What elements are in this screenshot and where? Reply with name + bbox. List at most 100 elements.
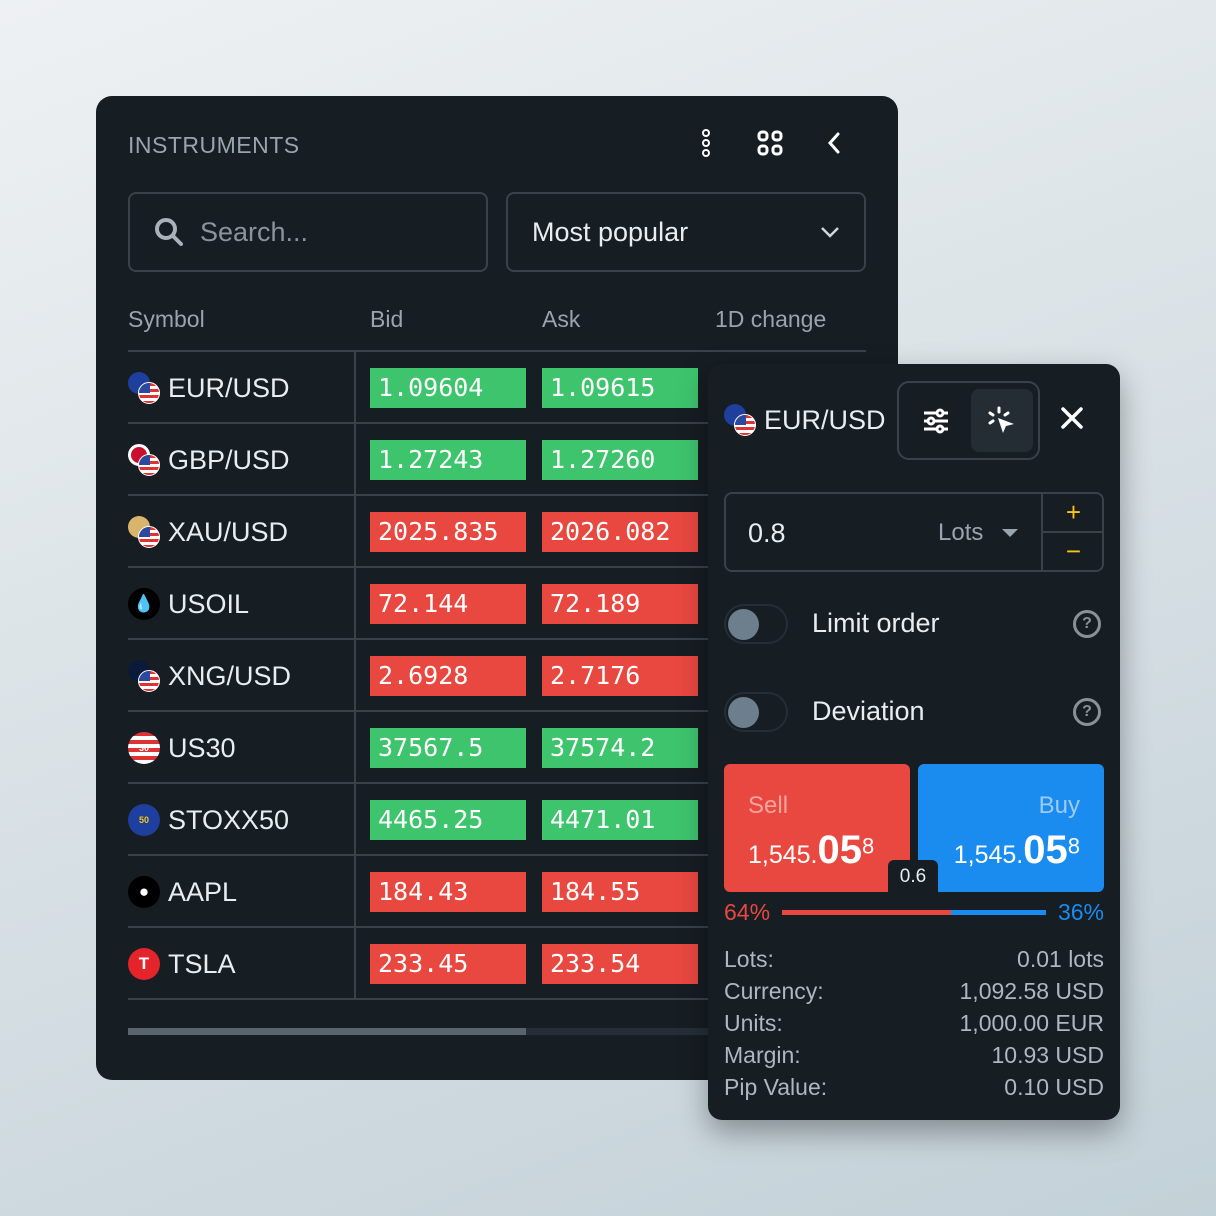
detail-value: 1,092.58 USD bbox=[959, 978, 1104, 1004]
column-header-1d-change[interactable]: 1D change bbox=[715, 306, 827, 332]
bid-price[interactable]: 1.09604 bbox=[370, 368, 526, 408]
instrument-flag-icon: 50 bbox=[128, 804, 160, 836]
unit-select[interactable]: Lots bbox=[938, 519, 984, 546]
horizontal-scrollbar-track[interactable] bbox=[526, 1028, 726, 1035]
instrument-row[interactable]: XNG/USD 2.6928 2.7176 bbox=[128, 640, 866, 712]
instrument-symbol: EUR/USD bbox=[168, 372, 290, 403]
deviation-label: Deviation bbox=[812, 696, 925, 726]
instrument-flag-icon bbox=[128, 660, 160, 692]
instrument-row[interactable]: 50 STOXX50 4465.25 4471.01 bbox=[128, 784, 866, 856]
sliders-icon bbox=[924, 408, 948, 433]
search-input[interactable]: Search... bbox=[128, 192, 488, 272]
spread-badge: 0.6 bbox=[888, 860, 938, 892]
sort-select[interactable]: Most popular bbox=[506, 192, 866, 272]
detail-row: Pip Value: 0.10 USD bbox=[724, 1074, 1104, 1101]
column-header-symbol[interactable]: Symbol bbox=[128, 306, 205, 332]
limit-order-help-icon[interactable]: ? bbox=[1073, 610, 1101, 638]
sentiment-bar bbox=[782, 910, 1046, 915]
deviation-help-icon[interactable]: ? bbox=[1073, 698, 1101, 726]
horizontal-scrollbar-thumb[interactable] bbox=[128, 1028, 526, 1035]
bid-price[interactable]: 184.43 bbox=[370, 872, 526, 912]
caret-down-icon bbox=[1002, 529, 1018, 537]
detail-label: Lots: bbox=[724, 946, 774, 972]
order-panel: EUR/USD 0.8 Lots + − Limit order ? Devia… bbox=[708, 364, 1120, 1120]
increment-button[interactable]: + bbox=[1065, 497, 1082, 527]
bid-price[interactable]: 233.45 bbox=[370, 944, 526, 984]
ask-price[interactable]: 2.7176 bbox=[542, 656, 698, 696]
ask-price[interactable]: 37574.2 bbox=[542, 728, 698, 768]
detail-value: 10.93 USD bbox=[991, 1042, 1104, 1068]
mode-segmented-control bbox=[897, 381, 1040, 460]
bid-price[interactable]: 72.144 bbox=[370, 584, 526, 624]
volume-value: 0.8 bbox=[748, 518, 786, 548]
buy-percentage: 36% bbox=[1057, 899, 1104, 925]
row-divider bbox=[128, 926, 866, 928]
row-divider bbox=[128, 782, 866, 784]
instrument-flag-icon: 30 bbox=[128, 732, 160, 764]
instrument-symbol: USOIL bbox=[168, 588, 250, 619]
sort-select-value: Most popular bbox=[532, 216, 689, 247]
one-click-trading-button[interactable] bbox=[971, 389, 1033, 452]
detail-row: Lots: 0.01 lots bbox=[724, 946, 1104, 973]
ask-price[interactable]: 233.54 bbox=[542, 944, 698, 984]
column-header-ask[interactable]: Ask bbox=[542, 306, 581, 332]
ask-price[interactable]: 2026.082 bbox=[542, 512, 698, 552]
row-divider bbox=[128, 638, 866, 640]
instrument-row[interactable]: 30 US30 37567.5 37574.2 bbox=[128, 712, 866, 784]
limit-order-label: Limit order bbox=[812, 608, 940, 638]
instrument-symbol: XNG/USD bbox=[168, 660, 292, 691]
settings-sliders-button[interactable] bbox=[905, 389, 967, 452]
detail-value: 0.01 lots bbox=[1017, 946, 1104, 972]
instrument-row[interactable]: ● AAPL 184.43 184.55 bbox=[128, 856, 866, 928]
bid-price[interactable]: 4465.25 bbox=[370, 800, 526, 840]
grid-icon[interactable] bbox=[756, 128, 784, 158]
row-divider bbox=[128, 422, 866, 424]
volume-input[interactable]: 0.8 Lots + − bbox=[724, 492, 1104, 572]
column-header-bid[interactable]: Bid bbox=[370, 306, 404, 332]
decrement-button[interactable]: − bbox=[1065, 536, 1082, 566]
detail-label: Currency: bbox=[724, 978, 824, 1004]
ask-price[interactable]: 1.27260 bbox=[542, 440, 698, 480]
bid-price[interactable]: 1.27243 bbox=[370, 440, 526, 480]
bid-price[interactable]: 2.6928 bbox=[370, 656, 526, 696]
instrument-row[interactable]: EUR/USD 1.09604 1.09615 bbox=[128, 352, 866, 424]
detail-row: Margin: 10.93 USD bbox=[724, 1042, 1104, 1069]
close-icon[interactable] bbox=[1060, 406, 1084, 435]
chevron-down-icon bbox=[821, 227, 839, 238]
buy-button[interactable]: Buy 1,545.058 bbox=[918, 764, 1104, 892]
column-divider bbox=[354, 352, 356, 1000]
limit-order-toggle[interactable] bbox=[724, 604, 788, 644]
row-divider bbox=[128, 998, 866, 1000]
chevron-left-icon[interactable] bbox=[820, 128, 848, 158]
bid-price[interactable]: 2025.835 bbox=[370, 512, 526, 552]
header-divider bbox=[128, 350, 866, 352]
row-divider bbox=[128, 494, 866, 496]
detail-value: 1,000.00 EUR bbox=[959, 1010, 1104, 1036]
click-cursor-icon bbox=[988, 406, 1014, 433]
instrument-row[interactable]: GBP/USD 1.27243 1.27260 bbox=[128, 424, 866, 496]
instrument-row[interactable]: 💧 USOIL 72.144 72.189 bbox=[128, 568, 866, 640]
ask-price[interactable]: 1.09615 bbox=[542, 368, 698, 408]
ask-price[interactable]: 184.55 bbox=[542, 872, 698, 912]
instrument-symbol: AAPL bbox=[168, 876, 238, 907]
order-symbol-label: EUR/USD bbox=[764, 404, 886, 435]
ask-price[interactable]: 72.189 bbox=[542, 584, 698, 624]
row-divider bbox=[128, 566, 866, 568]
deviation-toggle[interactable] bbox=[724, 692, 788, 732]
sentiment-sell-fill bbox=[782, 910, 951, 915]
sell-button[interactable]: Sell 1,545.058 bbox=[724, 764, 910, 892]
instrument-flag-icon bbox=[128, 372, 160, 404]
more-vertical-icon[interactable] bbox=[692, 128, 720, 158]
detail-row: Currency: 1,092.58 USD bbox=[724, 978, 1104, 1005]
bid-price[interactable]: 37567.5 bbox=[370, 728, 526, 768]
instrument-row[interactable]: T TSLA 233.45 233.54 bbox=[128, 928, 866, 1000]
row-divider bbox=[128, 854, 866, 856]
instrument-symbol: STOXX50 bbox=[168, 804, 290, 835]
buy-label: Buy bbox=[1038, 792, 1080, 819]
ask-price[interactable]: 4471.01 bbox=[542, 800, 698, 840]
detail-row: Units: 1,000.00 EUR bbox=[724, 1010, 1104, 1037]
order-symbol: EUR/USD bbox=[724, 404, 886, 436]
instrument-row[interactable]: XAU/USD 2025.835 2026.082 bbox=[128, 496, 866, 568]
instrument-symbol: XAU/USD bbox=[168, 516, 289, 547]
row-divider bbox=[128, 710, 866, 712]
